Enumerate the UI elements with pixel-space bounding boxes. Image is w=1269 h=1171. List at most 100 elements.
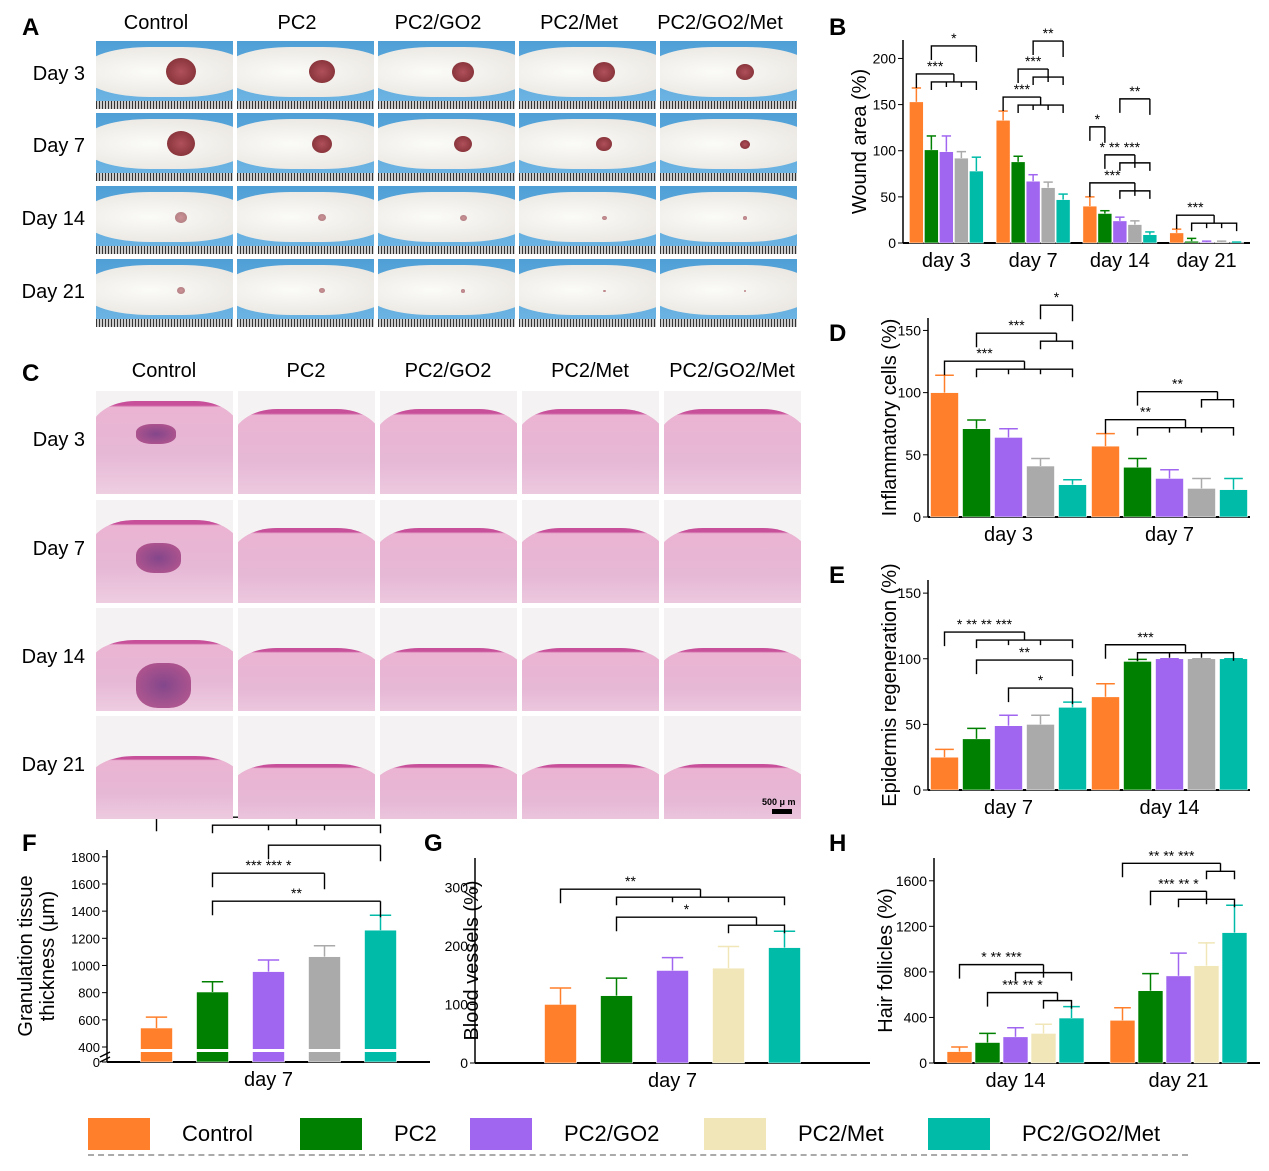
wound-spot	[736, 64, 754, 81]
tissue	[664, 648, 801, 711]
wound-spot	[743, 216, 747, 220]
ruler	[519, 319, 656, 327]
wound-photo	[519, 113, 656, 181]
column-label: PC2/GO2/Met	[669, 360, 795, 382]
wound-photo	[660, 113, 797, 181]
bar	[1058, 484, 1087, 518]
significance-label: ***	[927, 58, 944, 74]
axis-break	[99, 1051, 111, 1063]
column-label: PC2/Met	[551, 360, 629, 382]
bar	[1199, 241, 1214, 244]
panel-label-d: D	[829, 320, 847, 347]
paw	[378, 119, 515, 169]
paw	[519, 47, 656, 97]
panel-label-c: C	[22, 360, 40, 387]
tissue	[664, 528, 801, 603]
significance-label: *	[684, 901, 690, 917]
y-tick-label: 1200	[896, 918, 927, 934]
histology-section	[380, 391, 517, 494]
wound-spot	[596, 137, 612, 152]
histology-section	[522, 391, 659, 494]
paw	[660, 119, 797, 169]
bar	[1127, 224, 1143, 244]
bar-break-gap	[195, 1049, 230, 1052]
ruler	[237, 173, 374, 181]
significance-bracket	[1089, 182, 1151, 199]
bar	[946, 1051, 973, 1064]
histology-section	[238, 391, 375, 494]
bar	[909, 101, 924, 244]
x-category-label: day 7	[1009, 250, 1058, 272]
bar	[1030, 1033, 1057, 1064]
y-tick-label: 400	[904, 1009, 928, 1025]
paw	[519, 192, 656, 242]
x-category-label: day 14	[1139, 797, 1199, 819]
scale-bar: 500 μ m	[762, 797, 796, 814]
legend-label: PC2/GO2/Met	[1022, 1121, 1161, 1146]
paw	[96, 47, 233, 97]
legend-label: PC2/Met	[798, 1121, 884, 1146]
histology-section	[238, 716, 375, 819]
histology-section	[664, 391, 801, 494]
scar-tissue	[136, 424, 176, 444]
column-label: Control	[123, 12, 189, 34]
significance-bracket	[615, 916, 786, 934]
bar	[140, 1027, 173, 1063]
histology-section	[380, 500, 517, 603]
significance-bracket	[1007, 687, 1074, 705]
bar	[308, 956, 341, 1063]
significance-bracket	[1032, 40, 1064, 58]
significance-label: ***	[1104, 167, 1121, 183]
y-tick-label: 200	[445, 938, 469, 954]
legend-item: PC2/GO2	[470, 1118, 659, 1150]
row-label: Day 14	[21, 646, 85, 668]
bar	[930, 756, 959, 791]
x-category-label: day 21	[1177, 250, 1237, 272]
wound-spot	[593, 62, 615, 82]
bar	[1142, 234, 1158, 244]
wound-spot	[312, 135, 332, 153]
ruler	[96, 173, 233, 181]
bar	[1219, 658, 1248, 791]
bar	[1040, 187, 1056, 244]
bar	[544, 1004, 577, 1064]
y-tick-label: 0	[919, 1055, 927, 1071]
wound-spot	[175, 212, 187, 223]
tissue	[522, 764, 659, 819]
panel-label-b: B	[829, 14, 847, 41]
tissue	[238, 648, 375, 711]
legend-swatch	[704, 1118, 766, 1150]
significance-bracket	[986, 991, 1073, 1009]
row-label: Day 7	[32, 135, 85, 157]
significance-bracket	[1175, 214, 1238, 232]
y-tick-label: 50	[880, 189, 896, 205]
y-axis-label: Blood vessels (%)	[461, 880, 483, 1040]
histology-section	[664, 500, 801, 603]
wound-photo	[237, 113, 374, 181]
tissue	[522, 409, 659, 494]
legend-item: PC2/Met	[704, 1118, 884, 1150]
histology-section	[238, 500, 375, 603]
bar	[1055, 199, 1071, 244]
tissue	[238, 528, 375, 603]
x-category-label: day 3	[922, 250, 971, 272]
bar-break-gap	[307, 1049, 342, 1052]
histology-section	[380, 716, 517, 819]
wound-spot	[459, 214, 467, 221]
wound-spot	[318, 214, 326, 222]
y-axis-label-line: thickness (μm)	[37, 891, 59, 1021]
bar	[1137, 990, 1164, 1064]
wound-spot	[319, 288, 325, 294]
tissue	[380, 764, 517, 819]
bar	[1184, 240, 1199, 244]
wound-photo	[519, 186, 656, 254]
wound-spot	[454, 136, 472, 153]
significance-label: *** ** *	[1002, 977, 1043, 993]
y-axis-label: Inflammatory cells (%)	[879, 319, 901, 517]
wound-spot	[167, 131, 195, 157]
bar	[1058, 1017, 1085, 1064]
